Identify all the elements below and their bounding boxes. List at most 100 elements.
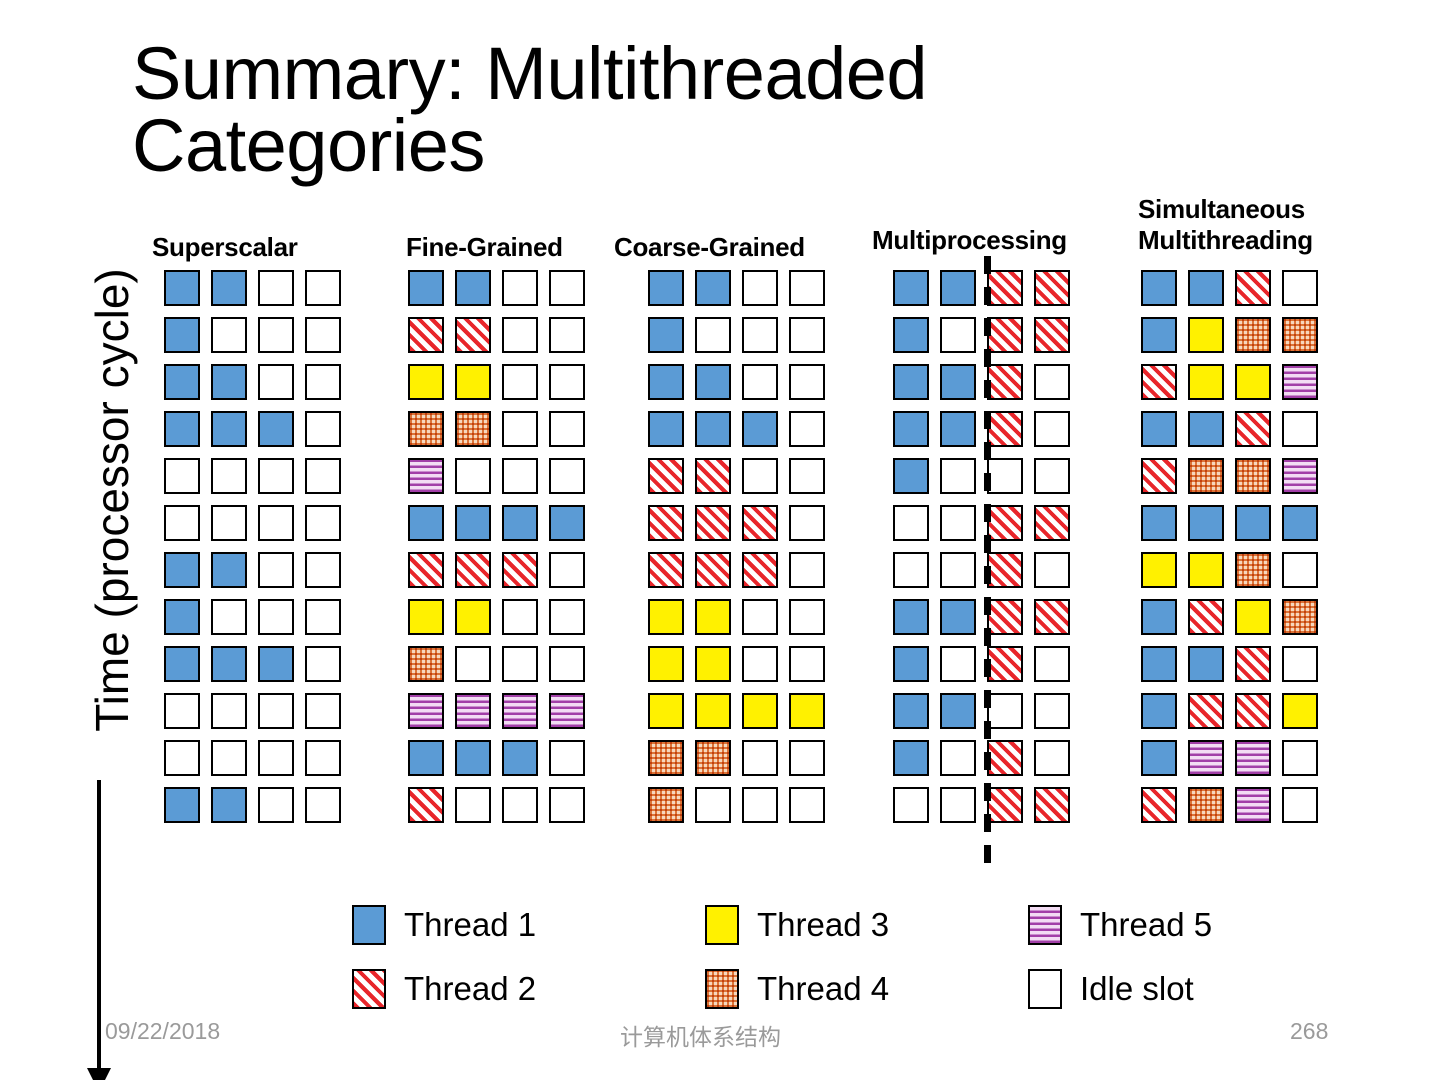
slot-cell — [1235, 364, 1271, 400]
slot-cell — [1235, 317, 1271, 353]
slot-cell — [789, 270, 825, 306]
legend-label-thread-2: Thread 2 — [404, 970, 537, 1007]
footer-course-name: 计算机体系结构 — [620, 1024, 781, 1050]
legend-item-idle-slot: Idle slot — [1028, 969, 1194, 1009]
slot-cell — [1141, 740, 1177, 776]
slot-cell — [1034, 270, 1070, 306]
slot-cell — [455, 411, 491, 447]
slot-cell — [549, 411, 585, 447]
slot-cell — [789, 505, 825, 541]
slot-cell — [1235, 646, 1271, 682]
slot-cell — [987, 740, 1023, 776]
slot-cell — [258, 317, 294, 353]
slot-cell — [455, 646, 491, 682]
slot-cell — [305, 599, 341, 635]
slot-cell — [742, 787, 778, 823]
slot-cell — [1235, 693, 1271, 729]
slot-cell — [1235, 505, 1271, 541]
slot-cell — [1141, 552, 1177, 588]
slot-cell — [305, 317, 341, 353]
slot-cell — [940, 646, 976, 682]
slot-cell — [211, 693, 247, 729]
slot-cell — [408, 740, 444, 776]
slot-cell — [408, 411, 444, 447]
time-axis: Time (processor cycle) — [62, 215, 172, 1080]
slot-cell — [455, 787, 491, 823]
slot-cell — [648, 411, 684, 447]
slot-cell — [1141, 364, 1177, 400]
slot-cell — [1141, 693, 1177, 729]
slot-cell — [258, 270, 294, 306]
slot-cell — [502, 599, 538, 635]
slot-cell — [549, 693, 585, 729]
slot-cell — [502, 646, 538, 682]
slot-cell — [742, 364, 778, 400]
slot-cell — [211, 646, 247, 682]
slot-cell — [695, 458, 731, 494]
slot-cell — [789, 646, 825, 682]
slot-cell — [1141, 458, 1177, 494]
column-header-multiprocessing: Multiprocessing — [872, 225, 1067, 255]
legend-swatch-idle-slot — [1028, 969, 1062, 1009]
slot-cell — [1282, 787, 1318, 823]
slot-cell — [211, 740, 247, 776]
slot-cell — [893, 411, 929, 447]
slot-cell — [742, 646, 778, 682]
column-header-smt: Simultaneous Multithreading — [1138, 194, 1313, 255]
slot-cell — [940, 693, 976, 729]
slot-cell — [408, 646, 444, 682]
slot-cell — [455, 317, 491, 353]
slot-cell — [940, 458, 976, 494]
slot-cell — [695, 270, 731, 306]
slot-cell — [648, 599, 684, 635]
slot-cell — [258, 787, 294, 823]
slot-cell — [502, 740, 538, 776]
slot-cell — [789, 787, 825, 823]
slot-cell — [893, 458, 929, 494]
slot-cell — [455, 552, 491, 588]
slot-cell — [893, 317, 929, 353]
slot-cell — [164, 646, 200, 682]
slot-cell — [258, 646, 294, 682]
slot-cell — [940, 740, 976, 776]
slot-cell — [648, 270, 684, 306]
slot-cell — [258, 505, 294, 541]
slot-cell — [940, 599, 976, 635]
slot-cell — [987, 693, 1023, 729]
slot-cell — [549, 552, 585, 588]
slot-cell — [1282, 740, 1318, 776]
slot-cell — [305, 411, 341, 447]
slot-cell — [1034, 787, 1070, 823]
slot-cell — [1282, 411, 1318, 447]
column-header-superscalar: Superscalar — [152, 232, 298, 262]
slot-cell — [549, 458, 585, 494]
column-header-coarse-grained: Coarse-Grained — [614, 232, 805, 262]
slot-cell — [789, 458, 825, 494]
slot-cell — [695, 693, 731, 729]
axis-label-time: Time (processor cycle) — [86, 268, 138, 732]
legend-label-thread-3: Thread 3 — [757, 906, 890, 943]
slot-cell — [1235, 270, 1271, 306]
slot-cell — [211, 458, 247, 494]
slot-cell — [549, 270, 585, 306]
slot-cell — [648, 458, 684, 494]
slot-cell — [164, 411, 200, 447]
slot-cell — [258, 552, 294, 588]
legend-label-thread-5: Thread 5 — [1080, 906, 1213, 943]
slot-cell — [502, 270, 538, 306]
slot-cell — [893, 505, 929, 541]
slot-cell — [987, 364, 1023, 400]
slot-cell — [789, 317, 825, 353]
slot-cell — [211, 787, 247, 823]
slot-cell — [742, 458, 778, 494]
slot-cell — [211, 411, 247, 447]
slot-cell — [258, 458, 294, 494]
legend-label-idle-slot: Idle slot — [1080, 970, 1194, 1007]
slot-cell — [211, 505, 247, 541]
slot-cell — [305, 505, 341, 541]
legend-swatch-thread-2 — [352, 969, 386, 1009]
slot-cell — [164, 505, 200, 541]
slot-cell — [1188, 787, 1224, 823]
slot-cell — [893, 693, 929, 729]
slot-cell — [695, 599, 731, 635]
